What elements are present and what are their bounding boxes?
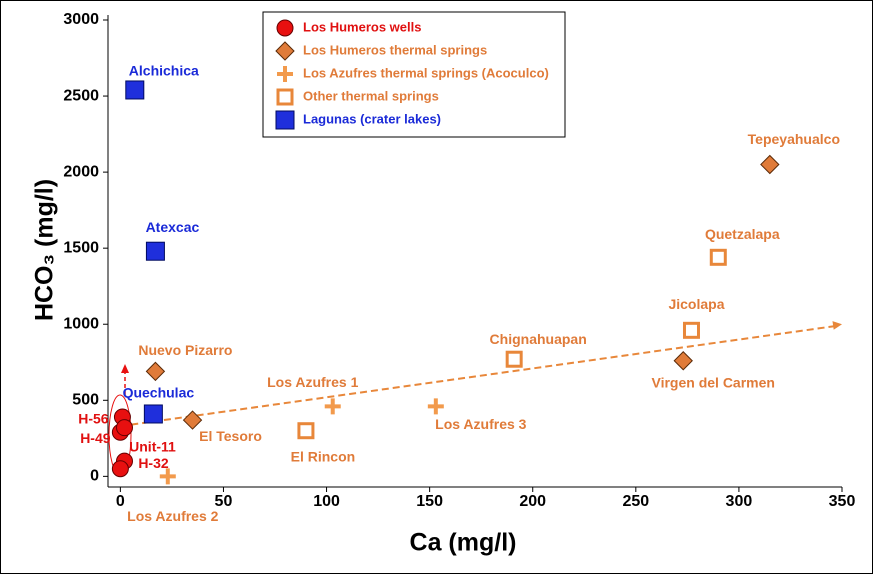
marker	[276, 88, 294, 106]
x-axis-title: Ca (mg/l)	[410, 529, 517, 557]
wells-arrowhead	[121, 364, 129, 373]
x-tick-label: 250	[622, 493, 649, 510]
marker	[673, 351, 693, 371]
marker	[297, 422, 315, 440]
marker	[275, 110, 295, 130]
marker	[682, 321, 700, 339]
point-label: Chignahuapan	[490, 331, 587, 347]
point-label: Atexcac	[146, 219, 200, 235]
marker	[143, 404, 163, 424]
point-label: Los Azufres 3	[435, 416, 526, 432]
point-label: Tepeyahualco	[748, 131, 840, 147]
marker	[427, 398, 444, 415]
point-label: Unit-11	[129, 438, 176, 454]
y-tick-label: 0	[90, 468, 99, 485]
marker	[276, 19, 294, 37]
point-label: El Tesoro	[199, 428, 262, 444]
point-label: Alchichica	[129, 63, 199, 79]
legend-box	[262, 11, 566, 138]
point-label: Jicolapa	[668, 296, 724, 312]
y-tick-label: 2000	[63, 163, 99, 180]
point-label: Quechulac	[123, 385, 195, 401]
trend-line	[120, 325, 835, 428]
y-tick-label: 500	[72, 392, 99, 409]
x-tick-label: 100	[313, 493, 340, 510]
point-label: Nuevo Pizarro	[138, 342, 232, 358]
marker	[182, 410, 203, 430]
point-label: Los Azufres 2	[127, 508, 218, 524]
x-tick-label: 300	[726, 493, 753, 510]
point-label: H-32	[138, 455, 169, 471]
marker	[159, 468, 176, 485]
y-tick-label: 3000	[63, 11, 99, 28]
marker	[760, 154, 780, 175]
y-tick-label: 2500	[63, 87, 99, 104]
marker	[115, 419, 133, 437]
legend-label: Los Humeros wells	[303, 19, 421, 34]
point-label: Quetzalapa	[705, 226, 780, 242]
marker	[277, 66, 293, 82]
legend-label: Los Humeros thermal springs	[303, 42, 487, 57]
point-label: H-56	[78, 411, 109, 427]
legend-label: Lagunas (crater lakes)	[303, 111, 441, 126]
marker	[709, 248, 727, 266]
marker	[145, 361, 166, 382]
y-tick-label: 1000	[63, 315, 99, 332]
x-tick-label: 50	[215, 493, 233, 510]
point-label: Virgen del Carmen	[652, 374, 775, 390]
marker	[125, 80, 145, 100]
y-axis-title: HCO₃ (mg/l)	[31, 179, 59, 321]
trend-arrowhead	[832, 321, 842, 330]
x-tick-label: 150	[416, 493, 443, 510]
legend-label: Other thermal springs	[303, 88, 439, 103]
point-label: H-49	[80, 430, 111, 446]
x-tick-label: 0	[116, 493, 125, 510]
marker	[324, 398, 341, 415]
marker	[145, 241, 165, 261]
marker	[111, 460, 129, 478]
point-label: El Rincon	[291, 448, 356, 464]
point-label: Los Azufres 1	[267, 374, 358, 390]
x-tick-label: 350	[829, 493, 856, 510]
marker	[505, 350, 523, 368]
marker	[275, 41, 295, 61]
y-tick-label: 1500	[63, 239, 99, 256]
x-tick-label: 200	[519, 493, 546, 510]
legend-label: Los Azufres thermal springs (Acoculco)	[303, 65, 549, 80]
